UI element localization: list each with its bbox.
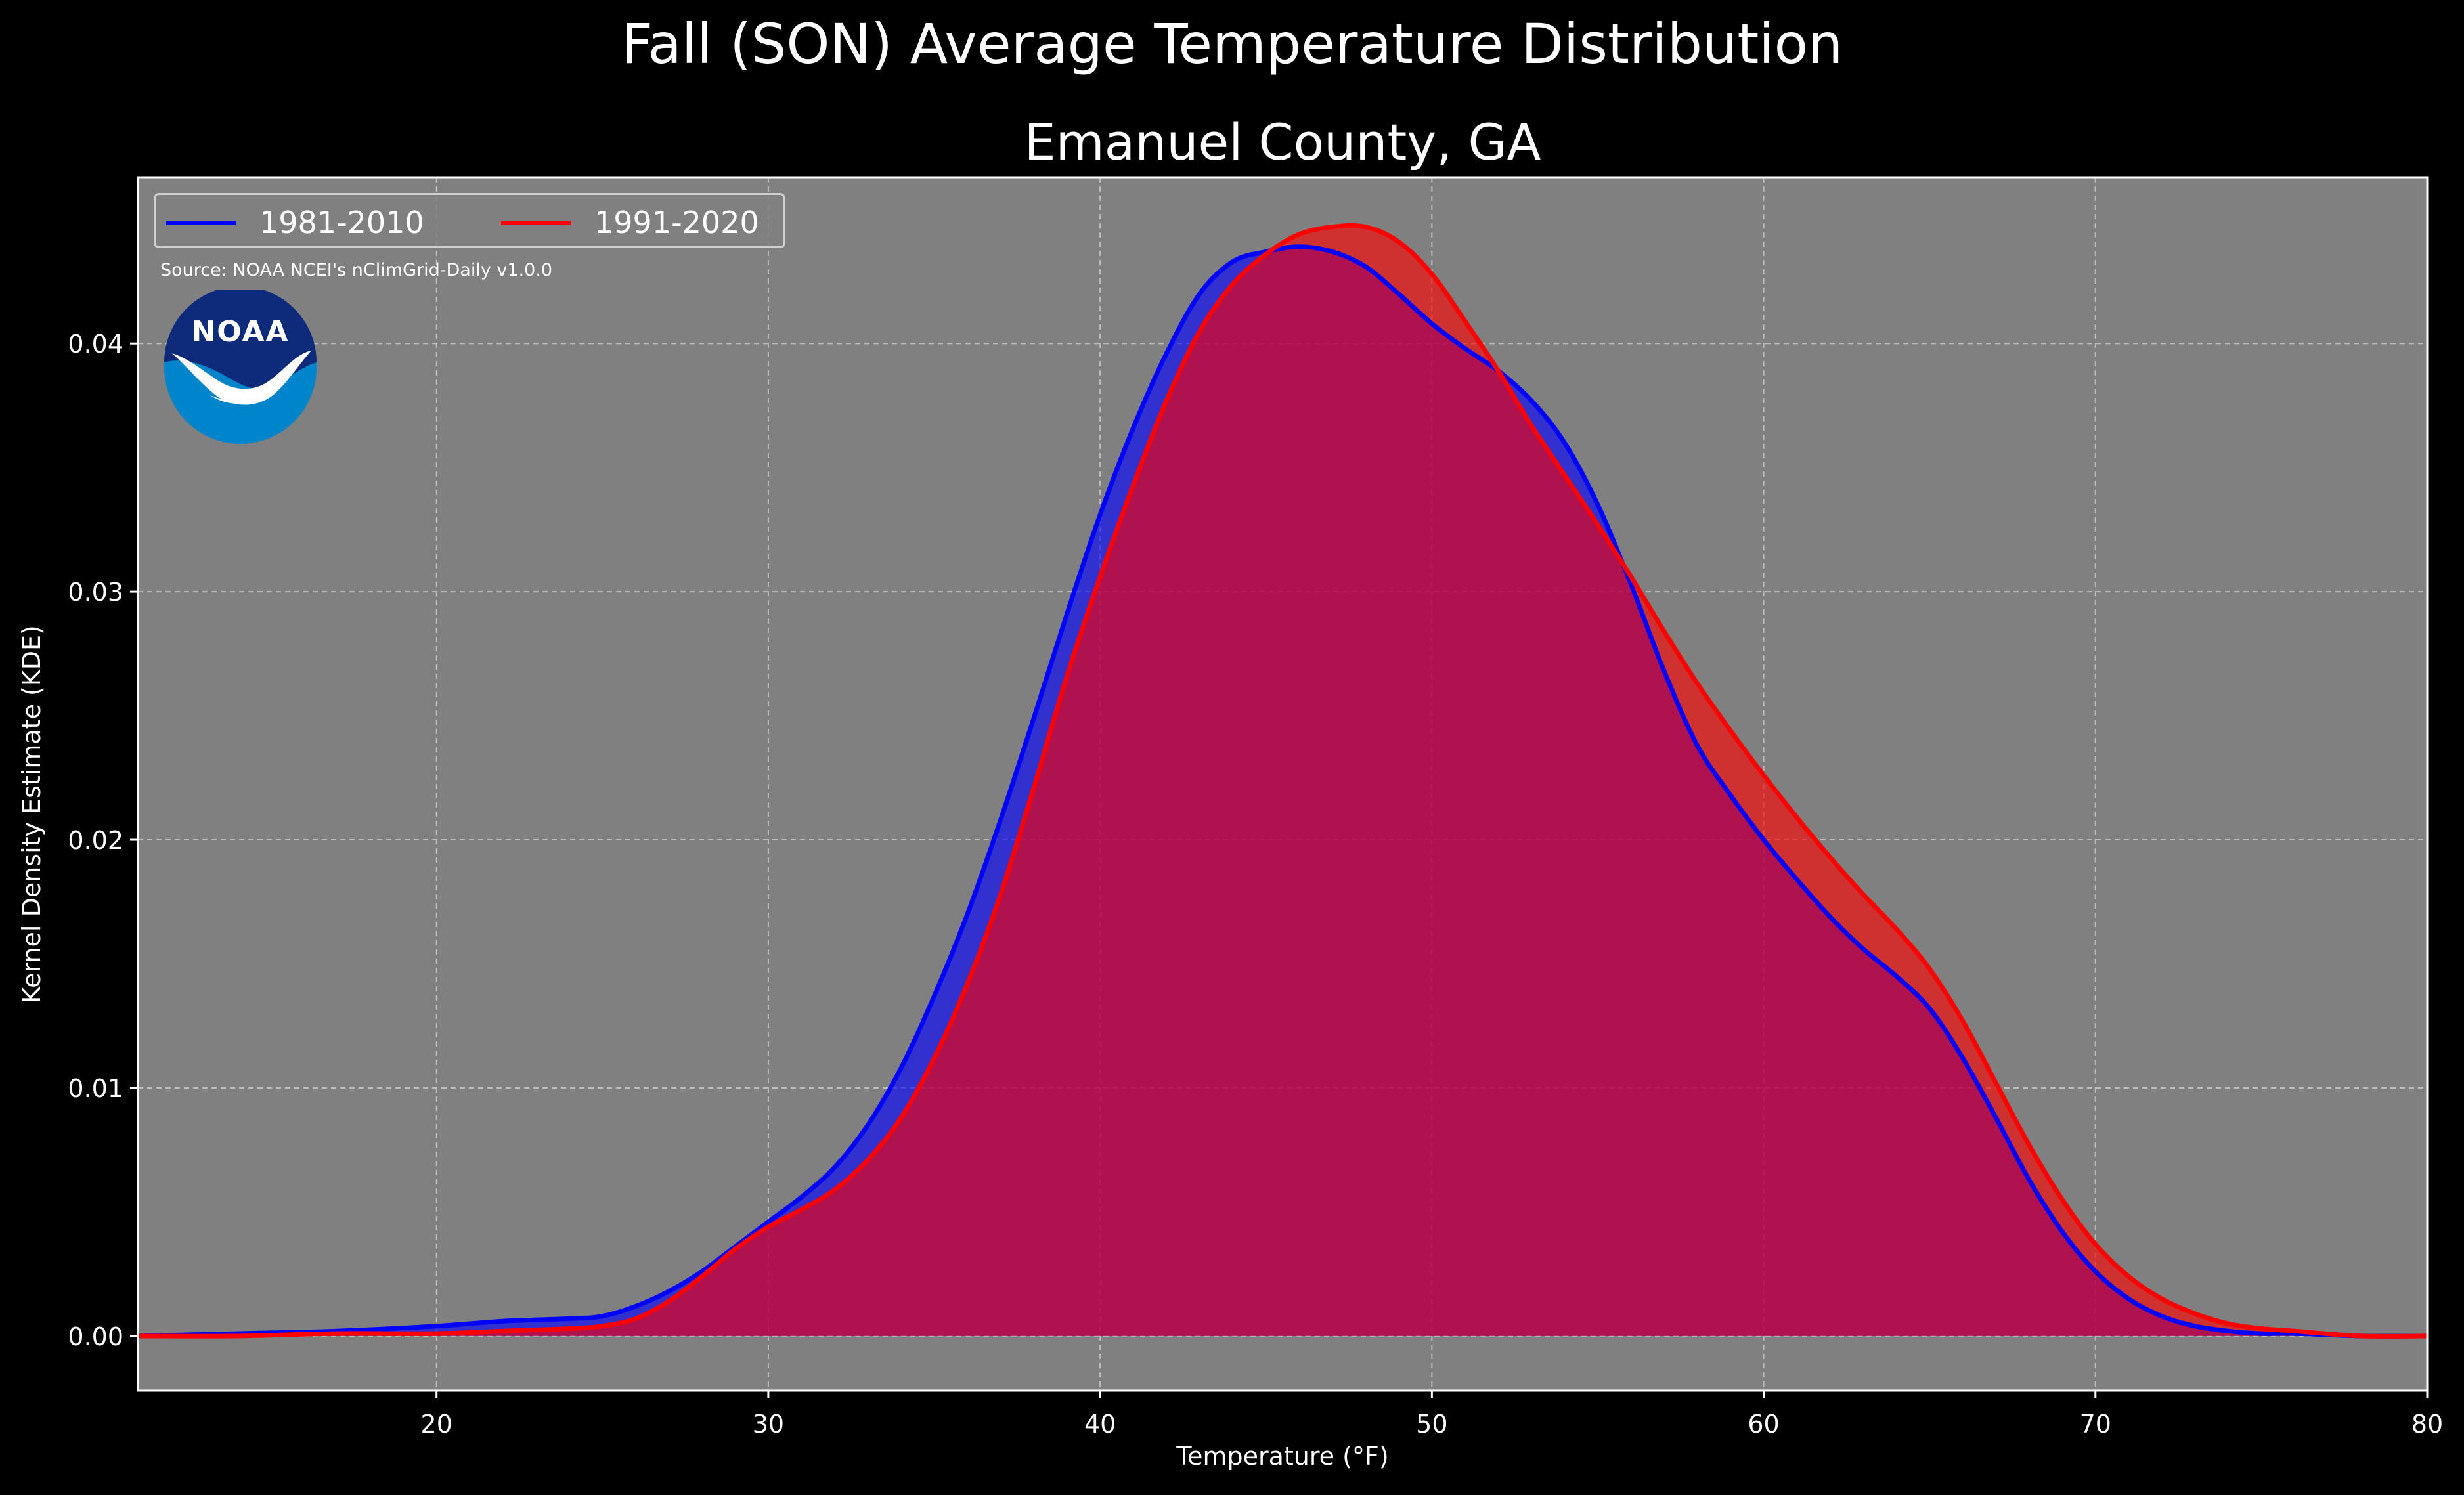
legend-swatch-1981-2010	[166, 220, 236, 225]
legend-swatch-1991-2020	[501, 220, 571, 225]
axis-ticks: 20 30 40 50 60 70 80 0.00 0.01 0.02 0.03 0.04	[68, 330, 2443, 1439]
x-axis-label: Temperature (°F)	[1176, 1442, 1389, 1471]
y-tick-label: 0.01	[68, 1074, 123, 1103]
plot-frame	[137, 176, 2429, 1392]
legend-item-1991-2020: 1991-2020	[501, 195, 759, 250]
legend-label-1991-2020: 1991-2020	[594, 205, 759, 240]
series-lines	[137, 223, 2428, 1339]
noaa-logo-text: NOAA	[191, 315, 289, 349]
legend-item-1981-2010: 1981-2010	[166, 195, 424, 250]
x-tick-label: 60	[1748, 1410, 1779, 1439]
legend: 1981-2010 1991-2020	[154, 193, 785, 248]
series-line-1991-2020	[137, 223, 2428, 1339]
y-axis-label: Kernel Density Estimate (KDE)	[17, 625, 46, 1003]
x-tick-label: 40	[1084, 1410, 1116, 1439]
chart-title: Emanuel County, GA	[1024, 113, 1541, 171]
figure-title: Fall (SON) Average Temperature Distribut…	[621, 12, 1843, 76]
y-tick-label: 0.00	[68, 1322, 123, 1351]
y-tick-label: 0.04	[68, 330, 123, 358]
y-tick-label: 0.02	[68, 826, 123, 855]
y-tick-label: 0.03	[68, 578, 123, 607]
noaa-logo: NOAA	[164, 290, 317, 444]
x-tick-label: 50	[1416, 1410, 1447, 1439]
source-note: Source: NOAA NCEI's nClimGrid-Daily v1.0…	[160, 260, 553, 280]
legend-label-1981-2010: 1981-2010	[259, 205, 424, 240]
x-tick-label: 80	[2411, 1410, 2443, 1439]
x-tick-label: 20	[421, 1410, 452, 1439]
series-fills	[138, 225, 2427, 1337]
x-tick-label: 30	[753, 1410, 784, 1439]
x-tick-label: 70	[2080, 1410, 2111, 1439]
area-fill-1991-2020	[138, 225, 2427, 1337]
